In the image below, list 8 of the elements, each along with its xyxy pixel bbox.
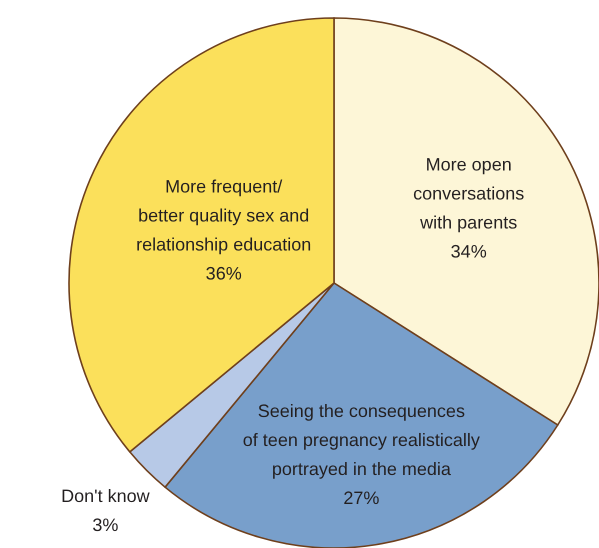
slice-label: More frequent/ better quality sex and relationship education: [136, 176, 312, 255]
slice-label: Don't know: [61, 486, 151, 506]
data-label: 3%: [92, 515, 118, 536]
slice-label: Seeing the consequences of teen pregnancy realistically portrayed in the media: [242, 401, 480, 480]
slice-label: More open conversations with parents: [413, 154, 524, 232]
data-label: 34%: [450, 241, 487, 262]
data-label: 27%: [343, 488, 380, 508]
data-label: 36%: [206, 264, 242, 284]
